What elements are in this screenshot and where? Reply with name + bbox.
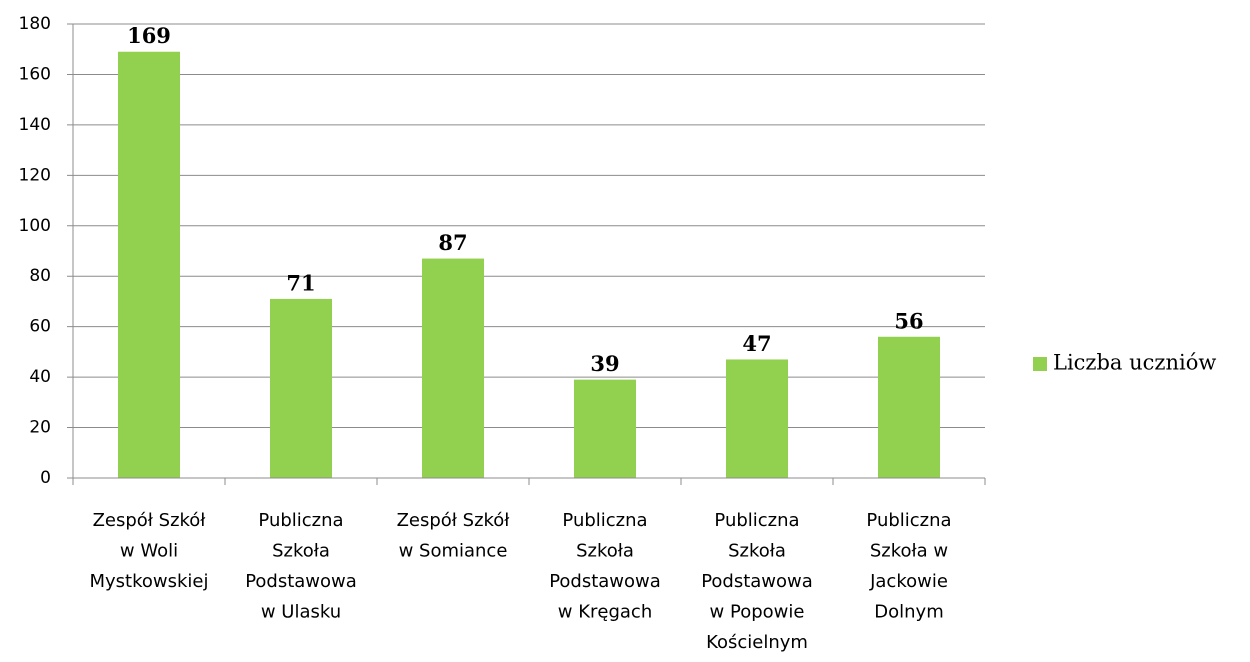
- x-tick-label: Publiczna: [562, 510, 647, 531]
- x-tick-label: Podstawowa: [701, 571, 813, 592]
- y-tick-label: 80: [29, 266, 51, 286]
- x-tick-label: Szkoła w: [870, 541, 948, 562]
- value-label: 47: [742, 331, 771, 356]
- x-tick-label: Szkoła: [728, 541, 786, 562]
- y-tick-label: 180: [19, 14, 51, 34]
- value-label: 39: [590, 351, 619, 376]
- legend-label: Liczba uczniów: [1053, 351, 1216, 375]
- x-tick-label: w Somiance: [399, 541, 508, 562]
- x-tick-label: w Woli: [120, 541, 178, 562]
- y-tick-label: 160: [19, 64, 51, 84]
- value-label: 169: [127, 23, 171, 48]
- bar: [574, 379, 636, 478]
- x-tick-label: w Ulasku: [261, 602, 341, 623]
- x-tick-label: Publiczna: [866, 510, 951, 531]
- y-tick-label: 40: [29, 367, 51, 387]
- value-label: 87: [438, 230, 467, 255]
- y-tick-label: 140: [19, 115, 51, 135]
- value-label: 56: [894, 308, 923, 333]
- bar: [878, 336, 940, 478]
- x-tick-label: Dolnym: [874, 602, 943, 623]
- value-label: 71: [286, 270, 315, 295]
- y-tick-label: 60: [29, 317, 51, 337]
- x-tick-label: Podstawowa: [549, 571, 661, 592]
- y-tick-label: 120: [19, 165, 51, 185]
- bar: [726, 359, 788, 478]
- y-tick-label: 100: [19, 216, 51, 236]
- x-tick-label: Jackowie: [869, 571, 948, 592]
- x-tick-label: Publiczna: [258, 510, 343, 531]
- x-tick-label: Zespół Szkół: [93, 510, 207, 531]
- bar: [422, 258, 484, 478]
- x-tick-label: w Popowie: [710, 602, 805, 623]
- x-tick-label: Mystkowskiej: [89, 571, 208, 592]
- x-tick-label: Szkoła: [576, 541, 634, 562]
- x-tick-label: Podstawowa: [245, 571, 357, 592]
- y-tick-label: 20: [29, 418, 51, 438]
- x-tick-label: Kościelnym: [706, 632, 808, 653]
- legend-swatch: [1033, 357, 1047, 371]
- x-tick-label: Zespół Szkół: [397, 510, 511, 531]
- x-tick-label: Szkoła: [272, 541, 330, 562]
- bar: [270, 298, 332, 478]
- bar: [118, 51, 180, 478]
- x-tick-label: w Kręgach: [558, 602, 652, 623]
- x-tick-label: Publiczna: [714, 510, 799, 531]
- y-tick-label: 0: [40, 468, 51, 488]
